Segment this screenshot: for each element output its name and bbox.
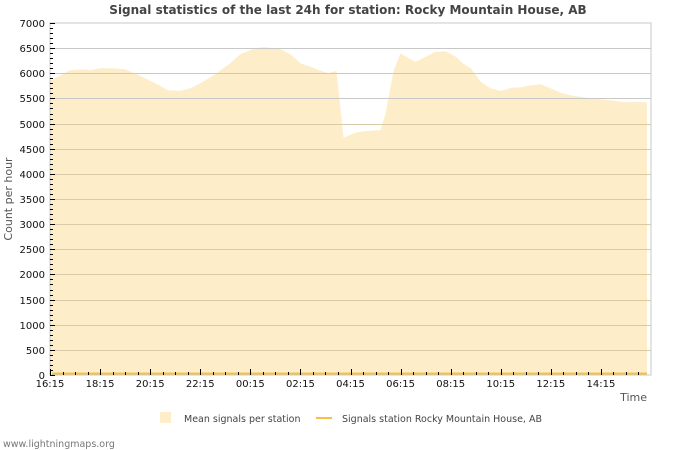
x-tick-label: 18:15 [86,379,115,390]
y-tick-label: 500 [26,346,45,357]
y-tick-label: 2500 [20,245,45,256]
grid-lines [50,48,651,351]
y-tick-label: 3500 [20,195,45,206]
y-tick-label: 4500 [20,145,45,156]
x-tick-label: 10:15 [486,379,515,390]
legend-station-signals: Signals station Rocky Mountain House, AB [342,414,542,425]
x-axis-labels: 16:15 18:15 20:15 22:15 00:15 02:15 04:15 06:15… [36,379,616,390]
x-tick-label: 20:15 [136,379,165,390]
y-axis-ticks [50,23,55,376]
plot-area [49,22,652,376]
legend: Mean signals per station Signals station… [160,412,542,425]
y-tick-label: 1000 [20,321,45,332]
chart-title: Signal statistics of the last 24h for st… [109,3,586,17]
y-tick-label: 5000 [20,120,45,131]
y-tick-label: 0 [39,371,45,382]
x-tick-label: 14:15 [587,379,616,390]
x-axis-title: Time [619,391,647,404]
x-tick-label: 16:15 [36,379,65,390]
x-tick-label: 02:15 [286,379,315,390]
x-tick-label: 08:15 [436,379,465,390]
x-tick-label: 04:15 [336,379,365,390]
x-tick-label: 22:15 [186,379,215,390]
y-tick-label: 3000 [20,220,45,231]
y-tick-label: 6000 [20,69,45,80]
mean-signals-legend-swatch [160,412,171,423]
y-tick-label: 2000 [20,270,45,281]
y-tick-label: 4000 [20,170,45,181]
y-axis-labels: 0 500 1000 1500 2000 2500 3000 3500 4000 4500 5000… [20,19,45,382]
y-axis-title: Count per hour [2,157,15,241]
y-tick-label: 1500 [20,296,45,307]
x-tick-label: 12:15 [536,379,565,390]
footer-site-link[interactable]: www.lightningmaps.org [3,439,115,450]
x-tick-label: 06:15 [386,379,415,390]
legend-mean-signals: Mean signals per station [184,414,300,425]
y-tick-label: 5500 [20,94,45,105]
mean-signals-area [50,47,647,375]
x-axis-ticks [50,369,639,375]
x-tick-label: 00:15 [236,379,265,390]
y-tick-label: 6500 [20,44,45,55]
y-tick-label: 7000 [20,19,45,30]
